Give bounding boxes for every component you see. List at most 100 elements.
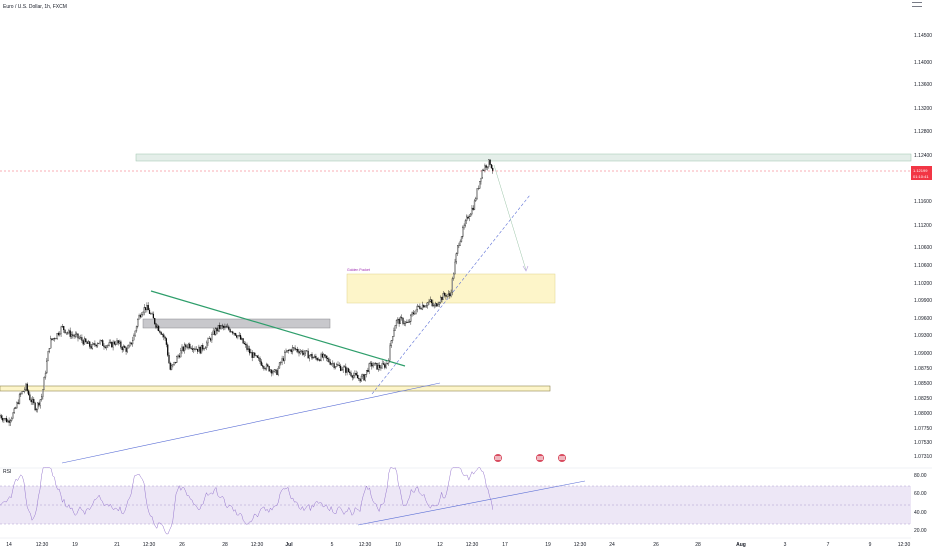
candle-body [468,216,470,219]
candle-body [289,349,291,351]
candle-body [441,297,443,300]
price-tick-label: 1.07310 [914,454,932,460]
candle-body [378,365,381,369]
candle-body [13,408,15,414]
candle-body [222,326,225,328]
candle-body [488,159,490,167]
candle-body [479,181,481,189]
candle-body [406,321,408,323]
candle-body [358,377,360,379]
event-flag-1[interactable] [494,454,502,462]
candle-body [355,373,357,376]
candle-body [486,166,489,168]
event-flag-3[interactable] [558,454,566,462]
candle-body [369,362,372,364]
candle-body [284,352,286,361]
candle-body [111,341,113,348]
candle-body [252,352,255,358]
candle-body [363,374,365,381]
candle-body [229,329,231,333]
candle-body [155,323,157,328]
candle-body [320,353,322,361]
candle-body [167,344,169,356]
candle-body [113,341,115,345]
candle-body [372,365,374,367]
candle-body [104,346,106,348]
candle-body [438,302,441,305]
candle-body [83,338,86,345]
candle-body [451,278,454,293]
candle-body [269,369,272,372]
candle-body [337,364,339,366]
candle-body [328,358,330,363]
candle-body [116,340,118,345]
candle-body [256,355,259,358]
candle-body [8,420,10,423]
candle-body [463,225,465,228]
candle-body [130,342,132,345]
event-flag-2[interactable] [536,454,544,462]
candle-body [415,309,417,315]
candle-body [492,167,494,171]
time-tick-label: 12 [437,542,443,548]
candle-body [156,325,158,328]
candle-body [416,305,418,311]
candle-body [90,346,92,349]
candle-body [24,389,26,392]
time-tick-label: 21 [114,542,120,548]
time-tick-label: Aug [736,542,746,548]
candle-body [185,344,187,348]
candle-body [473,200,476,210]
candle-body [323,354,325,358]
time-axis[interactable]: 14 12:30 19 21 12:30 26 28 12:30 Jul 5 12:30 10 12 12… [6,542,910,548]
candle-body [180,350,182,358]
time-tick-label: 12:30 [143,542,156,548]
candle-body [96,343,99,347]
time-tick-label: 12:30 [359,542,372,548]
support-band [0,385,551,392]
candle-body [159,330,161,333]
candle-body [250,352,252,354]
time-tick-label: 28 [222,542,228,548]
candle-body [14,407,17,409]
price-axis[interactable]: 1.14500 1.14000 1.13600 1.13200 1.12800 1.124… [914,33,932,460]
candle-body [290,349,292,353]
rsi-axis[interactable]: 80.00 60.00 40.00 20.00 [914,473,927,534]
candle-body [311,354,313,359]
rsi-tick-label: 80.00 [914,473,927,479]
candle-body [334,366,337,368]
candle-body [183,344,186,351]
candle-body [142,312,144,315]
candle-body [11,417,13,421]
candle-body [373,362,376,366]
candle-body [294,347,296,350]
candle-body [297,349,299,352]
candle-body [285,351,287,353]
time-tick-label: Jul [285,542,293,548]
candle-body [456,245,459,254]
candle-body [281,358,283,363]
candle-body [459,241,461,246]
candle-body [384,364,386,368]
candle-body [187,343,190,348]
candle-body [163,334,165,338]
candle-body [60,326,62,334]
candle-body [428,301,430,303]
candle-body [347,368,350,373]
rsi-label: RSI [3,469,11,475]
candle-body [394,325,396,331]
candle-body [234,332,236,336]
golden-pocket-label: Golden Pocket [347,268,370,272]
menu-icon[interactable] [912,2,922,7]
candle-body [469,213,472,217]
supply-zone [135,153,912,162]
candle-body [30,399,32,403]
candle-body [460,236,463,242]
candle-body [9,420,11,423]
candle-body [133,335,135,341]
candle-body [27,390,30,395]
candle-body [251,352,253,358]
candle-body [273,369,275,373]
candle-body [419,306,421,309]
